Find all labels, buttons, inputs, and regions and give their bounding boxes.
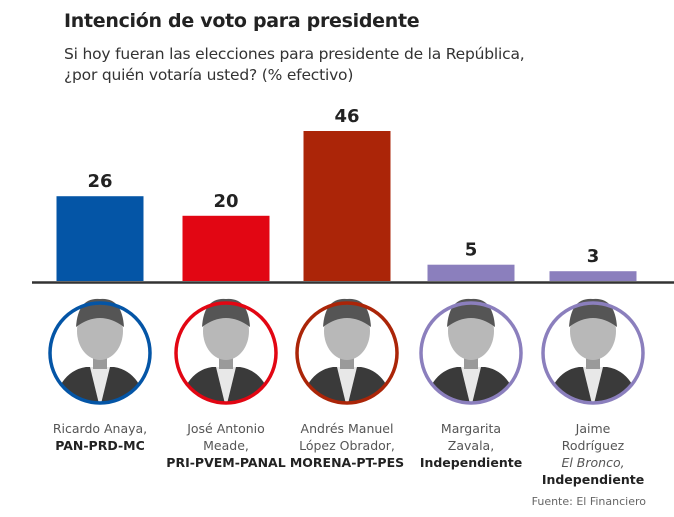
candidate-label-2: José Antonio Meade, PRI-PVEM-PANAL [161,420,291,471]
candidate-label-4: Margarita Zavala, Independiente [406,420,536,471]
source-note: Fuente: El Financiero [531,495,646,508]
candidate-name-line: José Antonio [187,421,265,436]
bar-5 [549,271,637,281]
candidate-name-line: Rodríguez [561,438,625,453]
candidate-party: MORENA-PT-PES [289,455,405,470]
candidate-portrait-3 [295,298,399,405]
candidate-portrait-2 [174,298,278,405]
candidate-party: Independiente [419,455,523,470]
candidate-portrait-5 [541,298,645,405]
candidate-name-line: Margarita [440,421,502,436]
portrait-ring [48,301,152,405]
bar-3 [303,131,391,281]
candidate-label-5: Jaime Rodríguez El Bronco, Independiente [528,420,658,488]
candidate-party: Independiente [541,472,645,487]
bar-chart: 26 20 46 5 3 [32,106,674,284]
portrait-ring [419,301,523,405]
bar-4 [427,264,515,281]
candidate-name-line: Ricardo Anaya, [52,421,148,436]
portrait-ring [295,301,399,405]
candidate-label-3: Andrés Manuel López Obrador, MORENA-PT-PES [282,420,412,471]
chart-title: Intención de voto para presidente [64,10,420,32]
subtitle-line-2: ¿por quién votaría usted? (% efectivo) [64,66,354,84]
candidate-name-line: López Obrador, [299,438,395,453]
value-label-5: 3 [587,246,600,267]
value-label-3: 46 [334,106,359,127]
portrait-ring [174,301,278,405]
candidate-portrait-1 [48,298,152,405]
value-label-1: 26 [87,171,112,192]
candidate-portrait-4 [419,298,523,405]
value-labels-group: 26 20 46 5 3 [87,106,599,267]
subtitle-line-1: Si hoy fueran las elecciones para presid… [64,45,525,63]
candidate-nickname: El Bronco, [561,455,625,470]
candidate-name-line: Zavala, [447,438,495,453]
candidate-party: PAN-PRD-MC [55,438,145,453]
bar-1 [56,196,144,281]
value-label-4: 5 [465,240,478,261]
value-label-2: 20 [213,191,238,212]
candidate-party: PRI-PVEM-PANAL [166,455,286,470]
candidate-name-line: Andrés Manuel [300,421,394,436]
bar-2 [182,215,270,281]
candidate-name-line: Meade, [203,438,249,453]
portrait-ring [541,301,645,405]
bars-group [56,131,637,281]
candidate-label-1: Ricardo Anaya, PAN-PRD-MC [35,420,165,454]
candidate-name-line: Jaime [575,421,611,436]
chart-subtitle: Si hoy fueran las elecciones para presid… [64,44,664,86]
